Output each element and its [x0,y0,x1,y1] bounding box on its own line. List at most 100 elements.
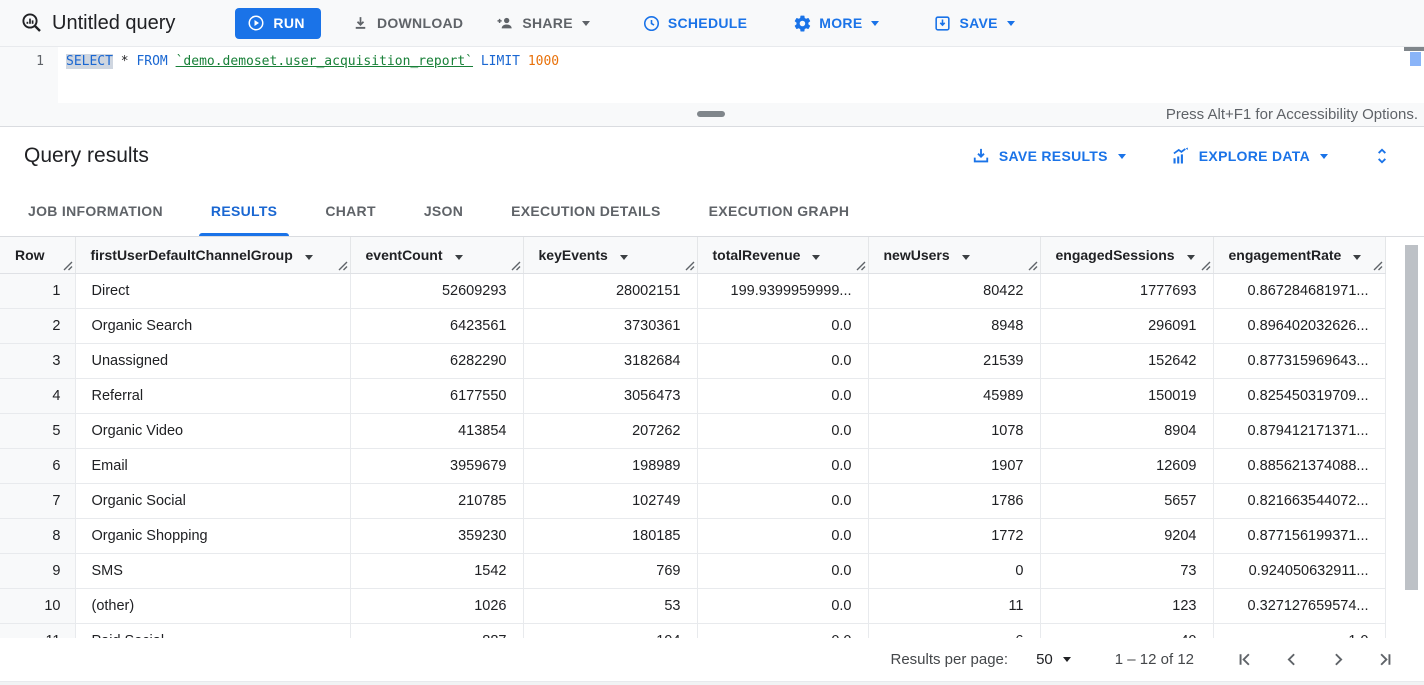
first-page-button[interactable] [1234,649,1255,670]
row-number-cell: 6 [0,448,76,484]
data-cell: 53 [523,588,698,624]
more-caret-icon [871,20,880,26]
data-cell: 0.0 [697,553,869,589]
data-cell: Organic Shopping [75,518,351,554]
tab-results[interactable]: RESULTS [187,185,301,236]
tab-job-information[interactable]: JOB INFORMATION [28,202,163,219]
line-number-gutter: 1 [0,47,58,103]
column-header-label: firstUserDefaultChannelGroup [90,246,293,263]
data-cell: 6177550 [350,378,524,414]
data-cell: 152642 [1040,343,1214,379]
column-header[interactable]: totalRevenue [697,237,869,274]
sql-limit-keyword: LIMIT [480,54,520,69]
unfold-chevrons-icon [1372,146,1392,166]
row-number-cell: 9 [0,553,76,589]
save-button[interactable]: SAVE [933,14,1015,33]
query-results-title: Query results [24,144,149,167]
results-per-page-label: Results per page: [890,651,1009,668]
collapse-results-button[interactable] [1372,146,1392,166]
row-number-cell: 7 [0,483,76,519]
table-row: 5 Organic Video 413854 207262 0.0 1078 8904 0.8… [0,413,1386,449]
data-cell: 0.877315969643... [1213,343,1386,379]
column-header-label: totalRevenue [712,246,801,263]
save-icon [933,14,952,33]
data-cell: 123 [1040,588,1214,624]
column-header: Row [0,237,76,274]
editor-scrollbar-thumb[interactable] [1410,52,1421,66]
column-header[interactable]: firstUserDefaultChannelGroup [75,237,351,274]
column-header[interactable]: eventCount [350,237,524,274]
tab-execution-details[interactable]: EXECUTION DETAILS [511,202,661,219]
tab-json[interactable]: JSON [423,202,464,219]
sql-limit-value: 1000 [527,54,560,69]
column-header-label: Row [15,246,45,263]
data-cell: 0.879412171371... [1213,413,1386,449]
data-cell: 8948 [868,308,1041,344]
row-number-cell: 4 [0,378,76,414]
data-cell: 296091 [1040,308,1214,344]
data-cell: 6 [868,623,1041,638]
splitter-drag-handle[interactable] [697,111,725,117]
data-cell: Direct [75,273,351,309]
column-menu-caret-icon[interactable] [1353,254,1362,260]
data-cell: Referral [75,378,351,414]
play-circle-icon [247,14,265,32]
column-menu-caret-icon[interactable] [1186,254,1195,260]
column-header[interactable]: keyEvents [523,237,698,274]
trend-chart-icon [1170,146,1191,167]
table-row: 6 Email 3959679 198989 0.0 1907 12609 0.8856213… [0,448,1386,484]
query-title[interactable]: Untitled query [52,11,176,34]
data-cell: 5657 [1040,483,1214,519]
table-row: 8 Organic Shopping 359230 180185 0.0 1772 9204… [0,518,1386,554]
data-cell: 102749 [523,483,698,519]
person-add-icon [495,13,515,33]
data-cell: 8904 [1040,413,1214,449]
sql-table-reference[interactable]: `demo.demoset.user_acquisition_report` [175,54,474,69]
column-menu-caret-icon[interactable] [304,254,313,260]
query-results-header: Query results SAVE RESULTS EXPLORE DATA [0,127,1424,185]
sql-code-line[interactable]: SELECT * FROM `demo.demoset.user_acquisi… [58,47,559,103]
data-cell: 1772 [868,518,1041,554]
column-menu-caret-icon[interactable] [454,254,463,260]
share-caret-icon [581,20,590,26]
editor-results-splitter: Press Alt+F1 for Accessibility Options. [0,103,1424,127]
column-menu-caret-icon[interactable] [961,254,970,260]
tab-execution-graph[interactable]: EXECUTION GRAPH [708,202,850,219]
data-cell: 0.0 [697,378,869,414]
data-cell: 9204 [1040,518,1214,554]
column-header[interactable]: newUsers [868,237,1041,274]
column-menu-caret-icon[interactable] [812,254,821,260]
page-size-select[interactable]: 50 [1036,651,1071,668]
next-page-button[interactable] [1328,649,1349,670]
table-horizontal-scrollbar[interactable] [0,681,1424,685]
schedule-button[interactable]: SCHEDULE [642,14,747,33]
query-magnifier-icon [12,11,52,35]
row-number-cell: 11 [0,623,76,638]
page-size-caret-icon [1062,657,1071,662]
run-button[interactable]: RUN [235,7,321,39]
explore-data-button[interactable]: EXPLORE DATA [1170,146,1328,167]
table-row: 4 Referral 6177550 3056473 0.0 45989 150019 0.8… [0,378,1386,414]
data-cell: 0.885621374088... [1213,448,1386,484]
row-number-cell: 3 [0,343,76,379]
column-menu-caret-icon[interactable] [619,254,628,260]
accessibility-hint: Press Alt+F1 for Accessibility Options. [1165,106,1418,123]
column-header[interactable]: engagementRate [1213,237,1386,274]
results-table-container: Row firstUserDefaultChannelGroup eventCoun… [0,237,1424,638]
share-button[interactable]: SHARE [495,13,590,33]
last-page-button[interactable] [1375,649,1396,670]
more-button[interactable]: MORE [793,14,880,33]
save-results-button[interactable]: SAVE RESULTS [971,146,1126,166]
sql-editor[interactable]: 1 SELECT * FROM `demo.demoset.user_acqui… [0,47,1424,103]
data-cell: 3182684 [523,343,698,379]
table-row: 9 SMS 1542 769 0.0 0 73 0.924050632911... [0,553,1386,589]
table-vertical-scrollbar[interactable] [1405,245,1418,590]
data-cell: 0.0 [697,518,869,554]
page-range-label: 1 – 12 of 12 [1114,651,1194,668]
previous-page-button[interactable] [1281,649,1302,670]
column-header[interactable]: engagedSessions [1040,237,1214,274]
data-cell: 0.0 [697,483,869,519]
tab-chart[interactable]: CHART [325,202,376,219]
explore-data-caret-icon [1320,153,1328,159]
download-button[interactable]: DOWNLOAD [351,14,463,33]
